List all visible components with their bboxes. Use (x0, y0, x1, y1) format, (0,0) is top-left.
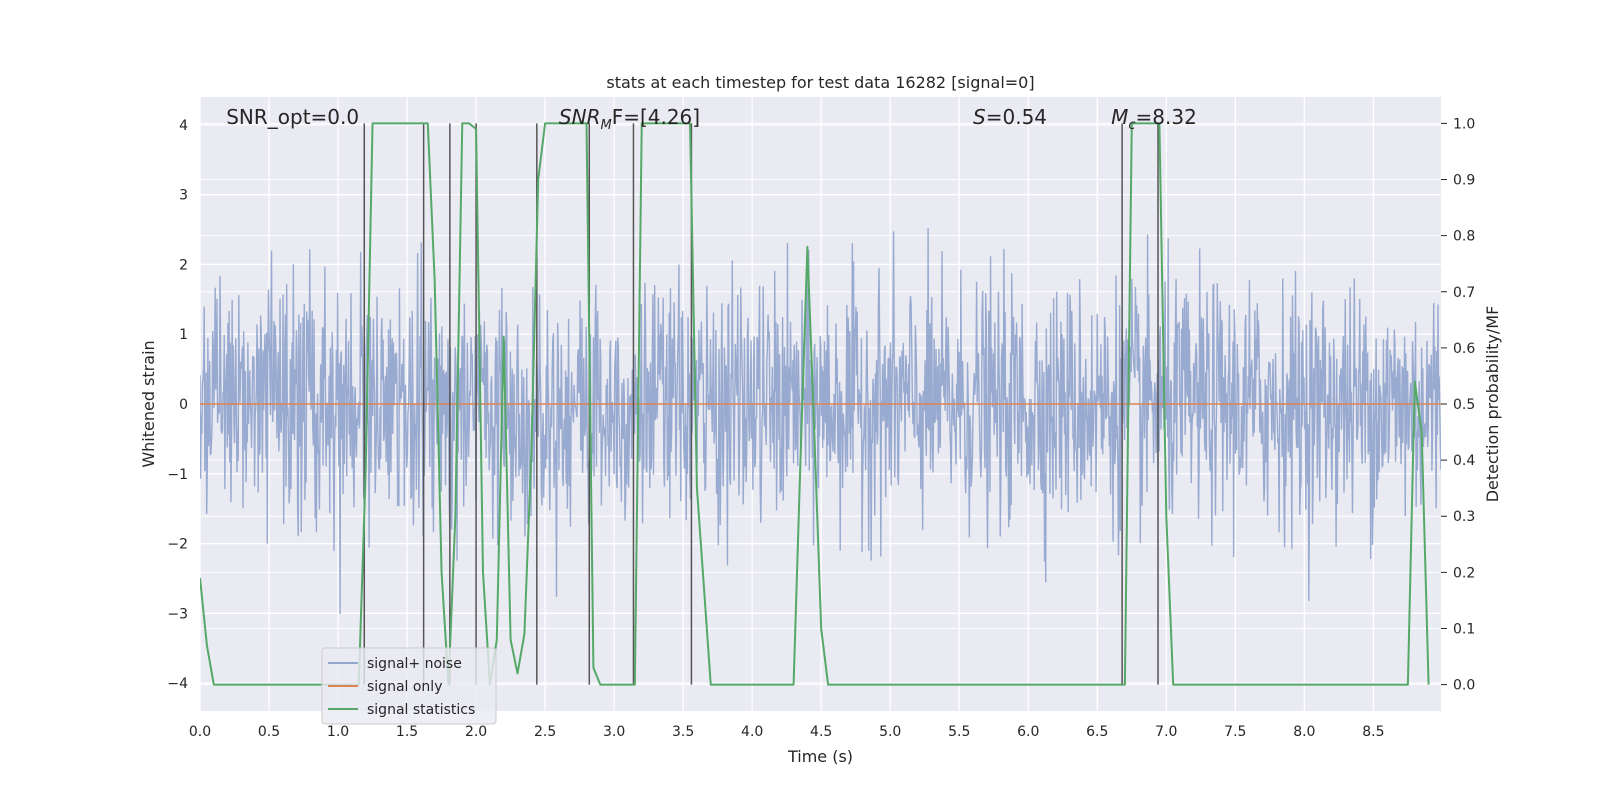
legend-label-signal-noise: signal+ noise (367, 656, 462, 672)
x-axis: 0.0 0.5 1.0 1.5 2.0 2.5 3.0 3.5 4.0 4.5 5.0 5.5 6.0 6… (189, 724, 1385, 740)
x-tick-label: 3.0 (603, 724, 625, 740)
left-y-axis: −4 −3 −2 −1 0 1 2 3 4 (167, 118, 188, 692)
x-axis-label: Time (s) (787, 747, 853, 766)
right-y-tick-label: 0.4 (1453, 453, 1475, 469)
x-tick-label: 0.5 (258, 724, 280, 740)
x-tick-label: 1.0 (327, 724, 349, 740)
signal-statistics-series (200, 122, 1430, 686)
vertical-markers (363, 123, 1159, 685)
legend: signal+ noise signal only signal statist… (321, 647, 497, 725)
signal-noise-line (200, 227, 1441, 614)
x-tick-label: 8.5 (1362, 724, 1384, 740)
right-y-tick-label: 1.0 (1453, 116, 1475, 132)
x-tick-label: 4.0 (741, 724, 763, 740)
y-axis-label: Whitened strain (139, 340, 158, 467)
x-tick-label: 5.0 (879, 724, 901, 740)
right-y-tick-label: 0.3 (1453, 509, 1475, 525)
legend-label-signal-only: signal only (367, 679, 442, 695)
x-tick-label: 2.5 (534, 724, 556, 740)
annotation-snr-mf: SNRMF=[4.26] (559, 105, 700, 133)
x-tick-label: 0.0 (189, 724, 211, 740)
signal-noise-series (200, 227, 1441, 614)
left-y-tick-label: 1 (179, 327, 188, 343)
right-y-tick-label: 0.1 (1453, 621, 1475, 637)
left-y-tick-label: −2 (167, 537, 188, 553)
x-tick-label: 8.0 (1293, 724, 1315, 740)
right-y-tick-label: 0.5 (1453, 397, 1475, 413)
x-tick-label: 4.5 (810, 724, 832, 740)
x-tick-label: 5.5 (948, 724, 970, 740)
annotation-s: S=0.54 (973, 105, 1047, 129)
right-y-tick-label: 0.9 (1453, 173, 1475, 189)
x-tick-label: 2.0 (465, 724, 487, 740)
legend-box (321, 647, 497, 725)
right-y-axis-label: Detection probability/MF (1483, 306, 1502, 503)
left-y-tick-label: −4 (167, 676, 188, 692)
legend-label-signal-statistics: signal statistics (367, 702, 475, 718)
right-y-tick-label: 0.0 (1453, 678, 1475, 694)
left-y-tick-label: 3 (179, 188, 188, 204)
left-y-tick-label: −1 (167, 467, 188, 483)
x-tick-label: 6.0 (1017, 724, 1039, 740)
x-tick-label: 7.5 (1224, 724, 1246, 740)
right-y-tick-label: 0.2 (1453, 565, 1475, 581)
left-y-tick-label: 4 (179, 118, 188, 134)
right-y-tick-label: 0.7 (1453, 285, 1475, 301)
left-y-tick-label: 2 (179, 257, 188, 273)
right-y-axis: 0.0 0.1 0.2 0.3 0.4 0.5 0.6 0.7 0.8 0.9 1.0 (1441, 116, 1475, 694)
left-y-tick-label: 0 (179, 397, 188, 413)
x-tick-label: 3.5 (672, 724, 694, 740)
signal-statistics-line (200, 122, 1430, 686)
x-tick-label: 7.0 (1155, 724, 1177, 740)
left-y-tick-label: −3 (167, 606, 188, 622)
annotation-mc: Mc=8.32 (1111, 105, 1197, 133)
annotation-snr-opt: SNR_opt=0.0 (226, 105, 359, 129)
right-y-tick-label: 0.6 (1453, 341, 1475, 357)
x-tick-label: 6.5 (1086, 724, 1108, 740)
right-y-tick-label: 0.8 (1453, 229, 1475, 245)
x-tick-label: 1.5 (396, 724, 418, 740)
chart-title: stats at each timestep for test data 162… (606, 73, 1034, 92)
